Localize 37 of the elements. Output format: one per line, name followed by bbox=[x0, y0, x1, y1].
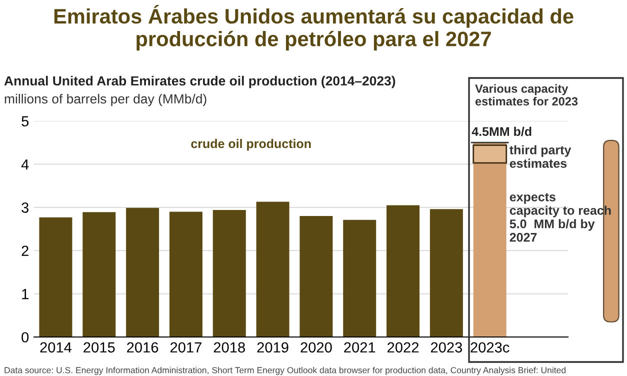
text: Various capacity estimates for 2023 bbox=[475, 84, 578, 106]
bar bbox=[300, 216, 333, 337]
x-tick-label: 2018 bbox=[214, 342, 245, 353]
y-tick-label: 2 bbox=[22, 246, 28, 256]
y-tick-label: 1 bbox=[22, 289, 28, 300]
x-tick-label: 2019 bbox=[257, 342, 288, 353]
text: crude oil production bbox=[191, 138, 311, 151]
y-tick-label: 4 bbox=[21, 159, 29, 170]
x-tick-label: 2022 bbox=[388, 342, 419, 353]
bar bbox=[169, 212, 202, 337]
x-tick-label: 2023 bbox=[430, 342, 462, 353]
x-tick-label: 2016 bbox=[127, 342, 158, 353]
chart-title: Emiratos Árabes Unidos aumentará su capacidad de producción de petróleo para el 2027 bbox=[54, 5, 574, 50]
chart-subtitle: Annual United Arab Emirates crude oil production (2014–2023) bbox=[4, 76, 396, 88]
x-tick-label: 2023c bbox=[470, 342, 510, 353]
x-tick-label: 2014 bbox=[40, 342, 72, 353]
y-tick-label: 0 bbox=[22, 332, 29, 342]
x-tick-label: 2021 bbox=[344, 342, 376, 353]
bar bbox=[256, 202, 290, 337]
x-tick-label: 2015 bbox=[84, 342, 115, 353]
bar bbox=[430, 209, 463, 337]
annotation: third party estimates bbox=[510, 145, 572, 168]
y-tick-label: 3 bbox=[22, 202, 28, 213]
y-axis-title: millions of barrels per day (MMb/d) bbox=[4, 94, 206, 106]
bar bbox=[82, 212, 116, 337]
annotation: 4.5MM b/d bbox=[472, 126, 532, 136]
x-tick-label: 2017 bbox=[170, 342, 202, 353]
bar bbox=[472, 144, 508, 164]
y-tick-label: 5 bbox=[22, 116, 29, 126]
bar bbox=[126, 208, 160, 337]
bar bbox=[212, 210, 246, 337]
x-tick-label: 2020 bbox=[300, 342, 332, 353]
bar bbox=[343, 220, 376, 337]
bar bbox=[39, 217, 72, 337]
source-note: Data source: U.S. Energy Information Administration, Short Term Energy Outlook data browser for production data, Country Analysis Brief: United bbox=[4, 366, 566, 375]
bar bbox=[386, 205, 420, 337]
bar bbox=[473, 142, 506, 337]
